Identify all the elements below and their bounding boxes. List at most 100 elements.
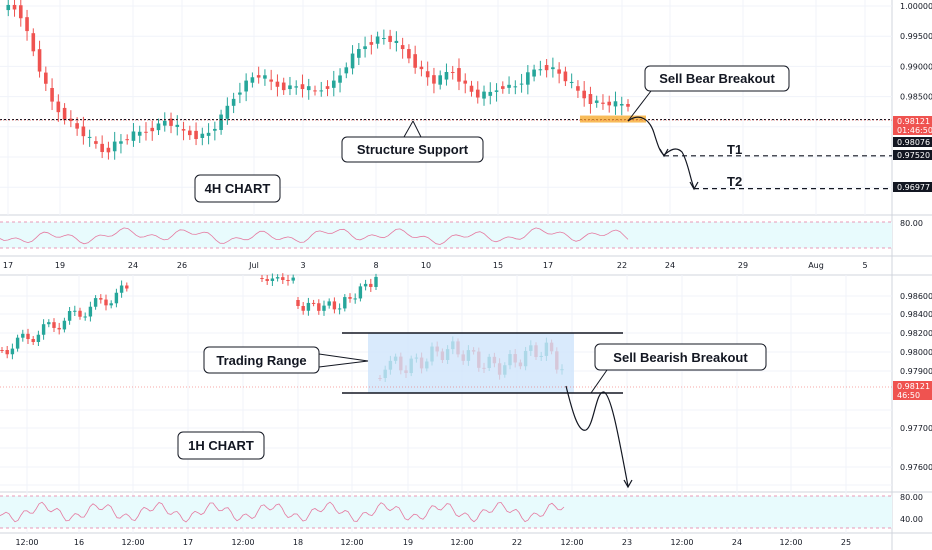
candle-body: [369, 42, 374, 45]
candle-body: [238, 92, 242, 95]
candle-body: [112, 141, 117, 152]
candle-body: [337, 308, 342, 310]
price-badge-4h-value: 0.98121: [897, 117, 930, 126]
candle-body: [6, 4, 11, 11]
candle-body: [607, 101, 612, 106]
candle-body: [286, 279, 290, 281]
x-tick: Aug: [808, 261, 824, 270]
x-tick: Jul: [248, 261, 259, 270]
candle-body: [444, 71, 449, 80]
x-tick: 24: [128, 261, 138, 270]
candle-body: [594, 100, 599, 103]
candle-body: [99, 298, 103, 300]
candle-body: [137, 131, 142, 136]
candle-body: [532, 69, 536, 77]
candle-body: [88, 306, 93, 317]
candle-body: [369, 283, 373, 287]
candle-body: [388, 35, 392, 42]
price-badge-1h-time: 46:50: [897, 391, 920, 400]
candle-body: [322, 305, 326, 311]
x-tick: 15: [493, 261, 503, 270]
candle-body: [219, 114, 223, 130]
candle-body: [231, 98, 236, 106]
candle-body: [475, 89, 480, 98]
candle-body: [353, 298, 357, 300]
callout-sell-bear-breakout-text: Sell Bear Breakout: [659, 71, 775, 86]
x-tick: 24: [665, 261, 675, 270]
candle-body: [319, 90, 324, 92]
x-tick: 17: [183, 538, 193, 547]
candle-body: [67, 310, 72, 321]
candle-body: [56, 101, 61, 113]
candle-body: [419, 66, 424, 70]
support-zone: [580, 115, 646, 123]
candle-body: [104, 299, 108, 306]
chart-label-1h-text: 1H CHART: [188, 438, 254, 453]
candle-body: [78, 310, 82, 317]
trading-range-box: [368, 333, 574, 393]
y-tick-1h: 0.98000: [900, 348, 932, 357]
projection-path-1h: [565, 385, 629, 487]
candle-body: [291, 277, 295, 281]
candle-body: [281, 82, 286, 91]
candle-body: [200, 133, 205, 138]
y-tick-1h: 0.98600: [900, 292, 932, 301]
candle-body: [306, 86, 311, 91]
candle-body: [301, 306, 305, 311]
x-tick: 22: [512, 538, 522, 547]
rsi-1h-tick-80: 80.00: [900, 493, 923, 502]
chart-label-4h: 4H CHART: [194, 174, 281, 203]
candle-body: [313, 90, 317, 92]
candles-4h: [6, 0, 630, 160]
callout-trading-range: Trading Range: [203, 346, 369, 374]
candle-body: [62, 107, 67, 120]
candle-body: [288, 85, 292, 90]
candle-body: [188, 130, 192, 136]
y-tick-1h: 0.98400: [900, 310, 932, 319]
candle-body: [374, 276, 378, 287]
candle-body: [41, 324, 46, 335]
candle-body: [114, 292, 119, 304]
candle-body: [144, 131, 148, 133]
candle-body: [52, 322, 56, 328]
candle-body: [457, 68, 461, 82]
candle-body: [407, 49, 411, 59]
candle-body: [469, 85, 474, 92]
rsi-band-4h: [0, 222, 892, 248]
candle-body: [206, 132, 211, 136]
candle-body: [327, 301, 331, 306]
axis-label-t2: 0.96977: [893, 182, 932, 192]
candle-body: [57, 327, 61, 330]
candle-body: [44, 72, 48, 84]
candle-body: [551, 67, 555, 70]
candle-body: [338, 75, 342, 83]
y-tick-1h: 0.97700: [900, 424, 932, 433]
candle-body: [94, 141, 98, 144]
candle-body: [125, 139, 129, 141]
x-tick: 3: [300, 261, 305, 270]
candle-body: [358, 286, 363, 299]
candle-body: [125, 285, 129, 289]
rsi-1h-tick-40: 40.00: [900, 515, 923, 524]
candle-body: [15, 337, 20, 349]
x-tick: 17: [3, 261, 13, 270]
candle-body: [0, 350, 4, 351]
candle-body: [348, 297, 352, 299]
candle-body: [275, 81, 280, 87]
candle-body: [18, 5, 23, 19]
x-tick: 8: [373, 261, 378, 270]
candle-body: [36, 334, 41, 342]
x-tick: 22: [617, 261, 627, 270]
candle-body: [250, 77, 255, 83]
candle-body: [501, 86, 505, 89]
candle-body: [463, 80, 468, 84]
callout-sell-bear-breakout: Sell Bear Breakout: [627, 65, 790, 122]
candle-body: [294, 86, 299, 88]
candle-body: [50, 87, 54, 102]
x-tick: 12:00: [670, 538, 693, 547]
candle-body: [100, 143, 104, 153]
candle-body: [400, 45, 405, 50]
x-tick: 26: [177, 261, 187, 270]
axis-label-98076-text: 0.98076: [897, 138, 930, 147]
